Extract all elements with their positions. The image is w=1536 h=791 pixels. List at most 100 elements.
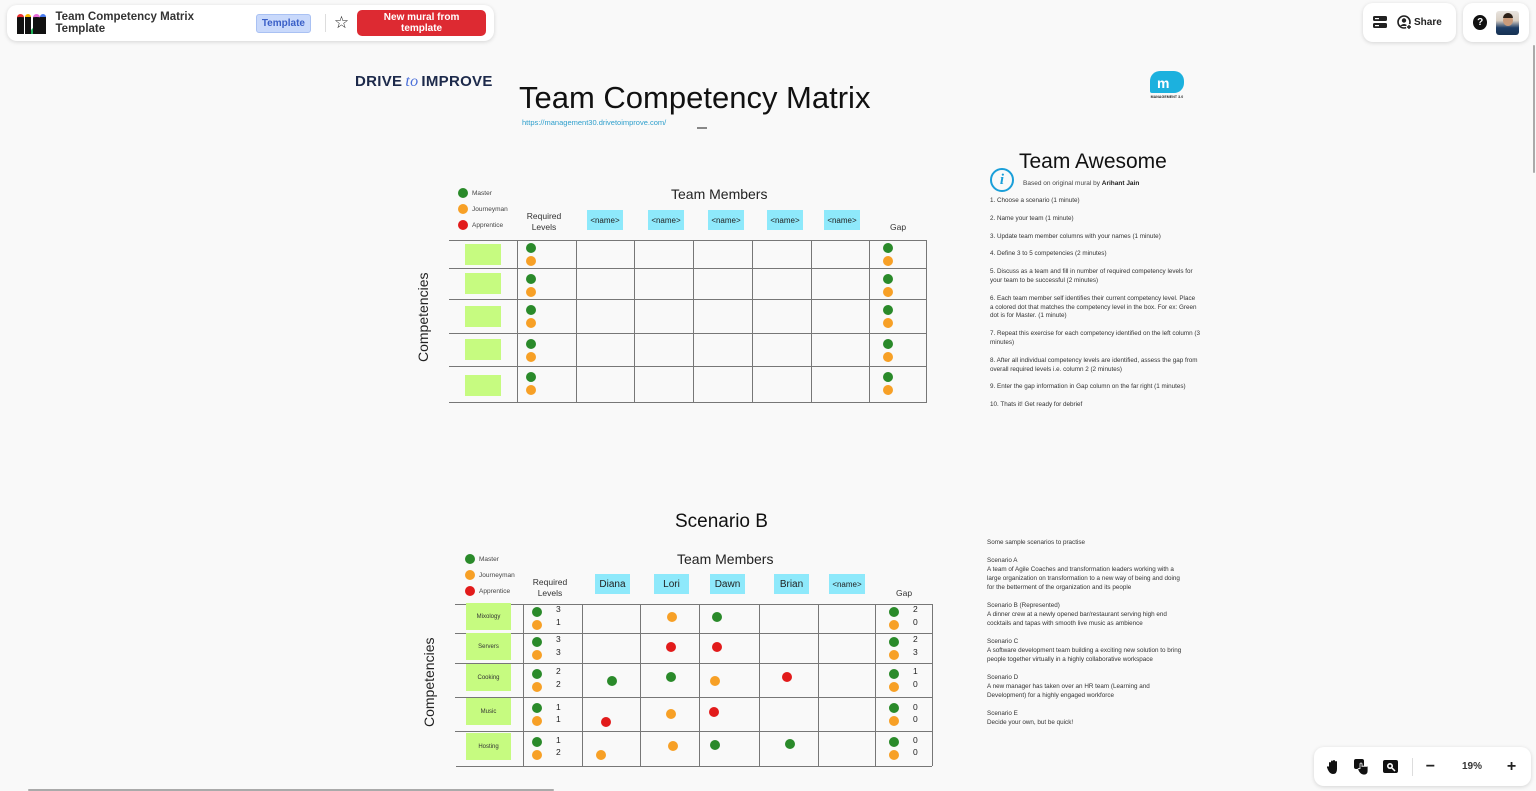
- outline-icon[interactable]: [1373, 16, 1387, 29]
- master-dot-icon[interactable]: [526, 243, 536, 253]
- apprentice-dot-icon[interactable]: [782, 672, 792, 682]
- master-dot-icon[interactable]: [883, 372, 893, 382]
- master-dot-icon[interactable]: [526, 305, 536, 315]
- master-dot-icon[interactable]: [532, 703, 542, 713]
- journeyman-dot-icon[interactable]: [532, 682, 542, 692]
- master-dot-icon[interactable]: [710, 740, 720, 750]
- member-name-chip[interactable]: Dawn: [710, 574, 745, 594]
- share-user-icon: [1397, 15, 1412, 30]
- journeyman-dot-icon[interactable]: [883, 385, 893, 395]
- master-dot-icon[interactable]: [883, 243, 893, 253]
- journeyman-dot-icon[interactable]: [668, 741, 678, 751]
- zoom-level[interactable]: 19%: [1461, 761, 1482, 772]
- competency-sticky-cooking[interactable]: Cooking: [466, 664, 511, 691]
- journeyman-dot-icon[interactable]: [889, 750, 899, 760]
- master-dot-icon[interactable]: [666, 672, 676, 682]
- journeyman-dot-icon[interactable]: [883, 256, 893, 266]
- vertical-scrollbar[interactable]: [1533, 45, 1535, 173]
- star-icon[interactable]: ☆: [333, 13, 350, 32]
- master-dot-icon[interactable]: [712, 612, 722, 622]
- journeyman-dot-icon[interactable]: [889, 716, 899, 726]
- journeyman-dot-icon[interactable]: [883, 318, 893, 328]
- competency-sticky-servers[interactable]: Servers: [466, 633, 511, 660]
- member-name-chip[interactable]: Lori: [654, 574, 689, 594]
- competency-sticky[interactable]: [465, 244, 501, 265]
- member-name-chip[interactable]: <name>: [648, 210, 684, 230]
- master-dot-icon[interactable]: [526, 372, 536, 382]
- journeyman-dot-icon[interactable]: [526, 352, 536, 362]
- competency-sticky-music[interactable]: Music: [466, 698, 511, 725]
- master-dot-icon[interactable]: [889, 669, 899, 679]
- scenario-a: Scenario A A team of Agile Coaches and t…: [987, 556, 1182, 592]
- competency-sticky-hosting[interactable]: Hosting: [466, 733, 511, 760]
- master-dot-icon[interactable]: [526, 339, 536, 349]
- master-dot-icon[interactable]: [532, 637, 542, 647]
- master-dot-icon[interactable]: [883, 339, 893, 349]
- zoom-out-button[interactable]: −: [1425, 757, 1436, 775]
- apprentice-dot-icon[interactable]: [712, 642, 722, 652]
- master-dot-icon[interactable]: [526, 274, 536, 284]
- journeyman-dot-icon[interactable]: [532, 716, 542, 726]
- member-name-chip[interactable]: <name>: [824, 210, 860, 230]
- journeyman-dot-icon: [465, 570, 475, 580]
- journeyman-dot-icon[interactable]: [667, 612, 677, 622]
- journeyman-dot-icon[interactable]: [532, 650, 542, 660]
- journeyman-dot-icon[interactable]: [889, 650, 899, 660]
- journeyman-dot-icon[interactable]: [526, 256, 536, 266]
- scenario-text: A dinner crew at a newly opened bar/rest…: [987, 611, 1167, 627]
- zoom-in-button[interactable]: +: [1506, 757, 1517, 775]
- master-dot-icon[interactable]: [883, 305, 893, 315]
- website-link[interactable]: https://management30.drivetoimprove.com/: [522, 118, 667, 127]
- member-name-chip[interactable]: Diana: [595, 574, 630, 594]
- apprentice-dot-icon[interactable]: [709, 707, 719, 717]
- journeyman-dot-icon[interactable]: [532, 750, 542, 760]
- master-dot-icon[interactable]: [889, 637, 899, 647]
- competencies-label: Competencies: [415, 272, 431, 363]
- competency-sticky[interactable]: [465, 339, 501, 360]
- master-dot-icon[interactable]: [532, 737, 542, 747]
- master-dot-icon[interactable]: [532, 669, 542, 679]
- mural-title[interactable]: Team Competency Matrix Template: [55, 11, 194, 35]
- journeyman-dot-icon[interactable]: [526, 287, 536, 297]
- journeyman-dot-icon[interactable]: [526, 318, 536, 328]
- journeyman-dot-icon[interactable]: [883, 287, 893, 297]
- journeyman-dot-icon[interactable]: [526, 385, 536, 395]
- share-button[interactable]: Share: [1397, 15, 1442, 30]
- competency-sticky[interactable]: [465, 273, 501, 294]
- journeyman-dot-icon[interactable]: [889, 620, 899, 630]
- hand-pan-icon[interactable]: [1326, 759, 1341, 775]
- competency-sticky[interactable]: [465, 375, 501, 396]
- member-name-chip[interactable]: <name>: [708, 210, 744, 230]
- help-icon[interactable]: ?: [1473, 15, 1488, 30]
- competency-sticky-mixology[interactable]: Mixology: [466, 603, 511, 630]
- master-dot-icon[interactable]: [883, 274, 893, 284]
- member-name-chip[interactable]: <name>: [829, 574, 865, 594]
- master-dot-icon[interactable]: [607, 676, 617, 686]
- map-view-icon[interactable]: [1383, 759, 1399, 775]
- journeyman-dot-icon[interactable]: [883, 352, 893, 362]
- journeyman-dot-icon[interactable]: [710, 676, 720, 686]
- member-name-chip[interactable]: Brian: [774, 574, 809, 594]
- master-dot-icon[interactable]: [785, 739, 795, 749]
- required-journeyman-count: 2: [556, 747, 561, 757]
- master-dot-icon[interactable]: [889, 607, 899, 617]
- new-mural-from-template-button[interactable]: New mural from template: [357, 10, 486, 36]
- member-name-chip[interactable]: <name>: [767, 210, 803, 230]
- journeyman-dot-icon[interactable]: [889, 682, 899, 692]
- management30-logo: m MANAGEMENT 3.0: [1150, 71, 1184, 101]
- scenario-d: Scenario D A new manager has taken over …: [987, 673, 1182, 700]
- mural-logo-icon[interactable]: [17, 12, 46, 34]
- apprentice-dot-icon[interactable]: [601, 717, 611, 727]
- journeyman-dot-icon[interactable]: [666, 709, 676, 719]
- avatar[interactable]: [1496, 10, 1519, 35]
- journeyman-dot-icon[interactable]: [596, 750, 606, 760]
- master-dot-icon[interactable]: [532, 607, 542, 617]
- master-dot-icon[interactable]: [889, 737, 899, 747]
- horizontal-scrollbar[interactable]: [28, 789, 554, 791]
- master-dot-icon[interactable]: [889, 703, 899, 713]
- competency-sticky[interactable]: [465, 306, 501, 327]
- journeyman-dot-icon[interactable]: [532, 620, 542, 630]
- apprentice-dot-icon[interactable]: [666, 642, 676, 652]
- member-name-chip[interactable]: <name>: [587, 210, 623, 230]
- select-touch-icon[interactable]: [1354, 758, 1370, 775]
